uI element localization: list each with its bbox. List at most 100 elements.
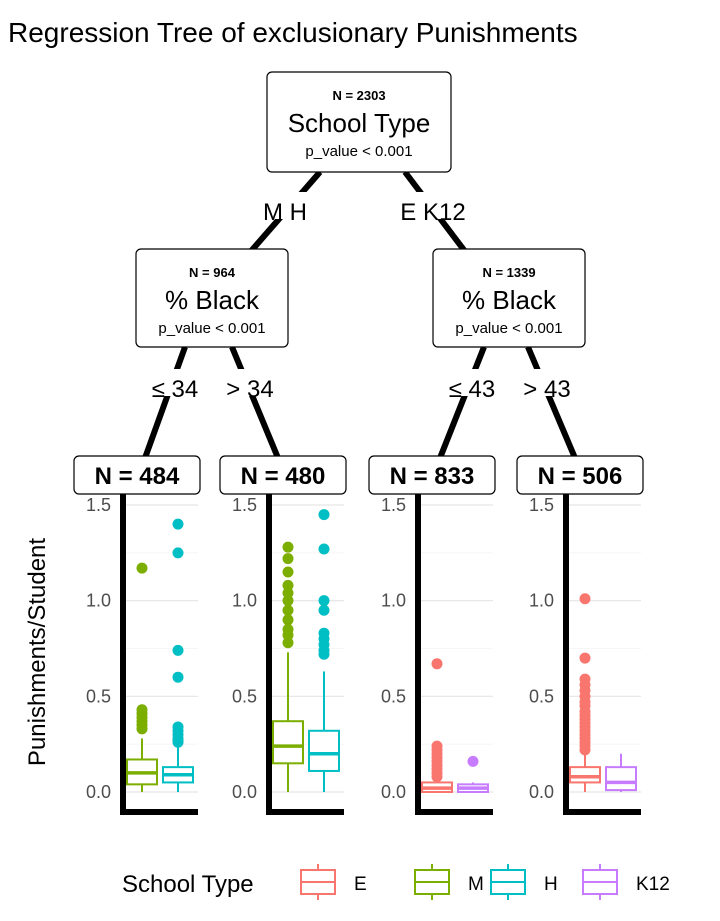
outlier-point	[282, 637, 294, 649]
edge-label-bg	[440, 369, 504, 396]
boxplot-H	[162, 518, 194, 792]
node-box	[135, 248, 289, 348]
tree-edge	[525, 345, 578, 460]
edge-label: ≤ 34	[152, 376, 199, 403]
edge-label-bg	[401, 192, 465, 219]
boxplot-M	[272, 541, 304, 792]
node-variable: School Type	[288, 108, 431, 138]
leaf-n-box	[219, 455, 347, 495]
legend-item-H: H	[490, 864, 558, 900]
y-tick-label: 1.5	[86, 495, 111, 515]
outlier-point	[172, 671, 184, 683]
y-tick-label: 0.0	[529, 782, 554, 802]
leaf-panel: 0.0 0.5 1.0 1.5 N = 833	[368, 455, 496, 815]
node-variable: % Black	[462, 285, 557, 315]
y-tick-label: 0.0	[232, 782, 257, 802]
outlier-point	[282, 553, 294, 565]
edge-label-bg	[253, 192, 317, 219]
node-n-label: N = 2303	[332, 88, 385, 103]
box	[272, 720, 304, 765]
edge-label-bg	[143, 369, 207, 396]
y-tick-label: 1.5	[529, 495, 554, 515]
outlier-point	[282, 579, 294, 591]
boxplot-E	[421, 658, 453, 794]
outlier-point	[318, 509, 330, 521]
chart-title: Regression Tree of exclusionary Punishme…	[8, 17, 578, 48]
boxplot-K12	[457, 755, 489, 794]
tree-edges	[142, 170, 578, 460]
outlier-point	[282, 595, 294, 607]
tree-edge	[437, 345, 487, 460]
outlier-point	[282, 614, 294, 626]
outlier-point	[282, 587, 294, 599]
node-n-label: N = 964	[189, 265, 236, 280]
y-tick-label: 1.5	[232, 495, 257, 515]
leaf-panel: 0.0 0.5 1.0 1.5 N = 506	[516, 455, 644, 815]
node-p-value: p_value < 0.001	[158, 320, 265, 337]
leaf-panel: 0.0 0.5 1.0 1.5 N = 480	[219, 455, 347, 815]
y-axis-label: Punishments/Student	[24, 538, 51, 766]
tree-edge	[229, 345, 281, 460]
edge-label: > 34	[226, 376, 273, 403]
outlier-point	[136, 723, 148, 735]
outlier-point	[172, 644, 184, 656]
edge-label-bg	[515, 369, 579, 396]
edge-label: E K12	[400, 199, 465, 226]
y-tick-label: 1.0	[529, 591, 554, 611]
tree-edge	[142, 345, 188, 460]
outlier-point	[172, 736, 184, 748]
outlier-point	[579, 593, 591, 605]
edge-label: > 43	[523, 376, 570, 403]
boxplot-K12	[605, 753, 637, 792]
legend: School Type E M H K12	[122, 864, 670, 900]
outlier-point	[431, 658, 443, 670]
leaf-n-box	[516, 455, 644, 495]
outlier-point	[318, 595, 330, 607]
legend-label: M	[468, 874, 484, 895]
outlier-point	[467, 755, 479, 767]
outlier-point	[172, 518, 184, 530]
legend-label: K12	[636, 874, 670, 895]
outlier-point	[318, 604, 330, 616]
leaf-n-box	[368, 455, 496, 495]
leaf-n-label: N = 480	[241, 463, 326, 490]
y-tick-label: 0.0	[381, 782, 406, 802]
legend-item-E: E	[300, 864, 367, 900]
y-tick-label: 1.0	[86, 591, 111, 611]
tree-node: N = 964 % Black p_value < 0.001	[135, 248, 289, 348]
leaf-n-label: N = 484	[95, 463, 180, 490]
boxplot-E	[569, 593, 601, 792]
boxplot-H	[308, 509, 340, 792]
legend-item-M: M	[414, 864, 484, 900]
y-tick-label: 0.5	[529, 686, 554, 706]
leaf-n-label: N = 506	[538, 463, 623, 490]
edge-label: M H	[263, 199, 307, 226]
node-p-value: p_value < 0.001	[305, 143, 412, 160]
outlier-point	[431, 771, 443, 783]
boxplot-M	[126, 562, 158, 792]
box	[569, 766, 601, 784]
edge-labels: M H E K12 ≤ 34 > 34 ≤ 43 > 43	[143, 192, 579, 403]
legend-title: School Type	[122, 871, 254, 898]
node-n-label: N = 1339	[482, 265, 535, 280]
node-box	[432, 248, 586, 348]
legend-label: H	[544, 874, 558, 895]
node-p-value: p_value < 0.001	[455, 320, 562, 337]
y-tick-label: 1.0	[381, 591, 406, 611]
y-tick-label: 0.0	[86, 782, 111, 802]
y-tick-label: 0.5	[86, 686, 111, 706]
y-tick-label: 0.5	[232, 686, 257, 706]
y-tick-label: 1.5	[381, 495, 406, 515]
outlier-point	[282, 566, 294, 578]
legend-label: E	[354, 874, 367, 895]
y-tick-label: 1.0	[232, 591, 257, 611]
outlier-point	[579, 652, 591, 664]
node-box	[266, 71, 452, 173]
outlier-point	[172, 547, 184, 559]
edge-label: ≤ 43	[449, 376, 496, 403]
legend-item-K12: K12	[582, 864, 670, 900]
leaf-n-label: N = 833	[390, 463, 475, 490]
